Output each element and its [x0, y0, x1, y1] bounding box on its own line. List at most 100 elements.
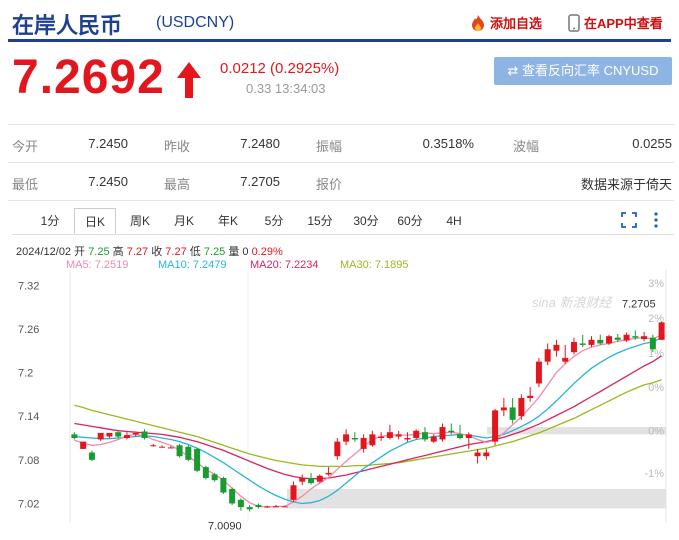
- candle-body: [141, 431, 148, 438]
- vol-info-value: 0: [242, 246, 249, 258]
- y-tick-label: 7.02: [18, 498, 39, 510]
- quote-label: 报价: [316, 177, 343, 192]
- pct-tick-label: 3%: [648, 278, 664, 290]
- more-icon[interactable]: [652, 212, 660, 228]
- candle-body: [483, 452, 490, 457]
- candle-body: [579, 343, 586, 345]
- close-info-label: 收: [151, 246, 163, 258]
- candle-body: [378, 436, 385, 438]
- tab-day[interactable]: 日K: [74, 208, 116, 234]
- candle-body: [413, 430, 420, 438]
- candle-body: [176, 445, 183, 457]
- low-info-value: 7.25: [203, 246, 226, 258]
- ma5-legend: MA5: 7.2519: [66, 259, 129, 271]
- prev-close-label: 昨收: [164, 139, 191, 154]
- tab-30min[interactable]: 30分: [353, 214, 379, 228]
- page-title: 在岸人民币: [12, 13, 123, 38]
- candle-body: [334, 441, 341, 457]
- candle-body: [272, 506, 279, 508]
- tab-week[interactable]: 周K: [129, 214, 150, 228]
- candle-body: [509, 407, 516, 420]
- candle-body: [386, 432, 393, 438]
- candle-body: [448, 430, 455, 433]
- candle-body: [457, 434, 464, 438]
- candle-body: [553, 344, 560, 351]
- amplitude-label: 振幅: [316, 139, 343, 154]
- vol-info-label: 量: [228, 246, 240, 258]
- stats-table: 今开 7.2450 昨收 7.2480 振幅 0.3518% 波幅 0.0255…: [8, 124, 674, 201]
- tab-1min[interactable]: 1分: [40, 214, 60, 228]
- candle-body: [658, 322, 665, 340]
- candle-body: [255, 504, 262, 508]
- pct-info-value: 0.29%: [251, 246, 283, 258]
- candle-body: [115, 432, 122, 437]
- high-info-value: 7.27: [126, 246, 149, 258]
- close-info-value: 7.27: [165, 246, 187, 258]
- high-value: 7.2705: [240, 174, 280, 189]
- fullscreen-icon[interactable]: [621, 212, 637, 228]
- tab-month[interactable]: 月K: [173, 214, 194, 228]
- ma30-legend: MA30: 7.1895: [340, 259, 409, 271]
- shaded-band: [487, 427, 666, 435]
- candle-body: [518, 398, 525, 417]
- candle-body: [299, 478, 306, 482]
- candle-body: [474, 452, 481, 457]
- candlestick-chart[interactable]: 7.32 7.26 7.2 7.14 7.08 7.02 3% 2% 1% 0% 0% -1% sina…: [0, 270, 679, 540]
- candle-body: [535, 361, 542, 384]
- candle-body: [606, 336, 613, 344]
- low-label: 最低: [12, 177, 39, 192]
- y-tick-label: 7.14: [18, 411, 39, 423]
- candle-body: [229, 488, 236, 504]
- tab-60min[interactable]: 60分: [397, 214, 423, 228]
- candle-body: [492, 410, 499, 442]
- tab-4h[interactable]: 4H: [446, 214, 462, 228]
- candle-body: [641, 336, 648, 340]
- candle-body: [597, 339, 604, 344]
- prev-close-value: 7.2480: [240, 136, 280, 151]
- open-info-value: 7.25: [88, 246, 110, 258]
- candle-body: [623, 334, 630, 341]
- tab-year[interactable]: 年K: [217, 214, 238, 228]
- data-source: 数据来源于倚天: [580, 177, 672, 192]
- pct-tick-label: 0%: [648, 426, 664, 438]
- pct-tick-label: 2%: [648, 313, 664, 325]
- y-tick-label: 7.32: [18, 280, 39, 292]
- candle-body: [80, 441, 87, 449]
- candle-info: 2024/12/02 开 7.25 高 7.27 收 7.27 低 7.25 量…: [16, 243, 283, 259]
- ma30-line: [74, 379, 662, 468]
- candle-body: [439, 427, 446, 440]
- tab-15min[interactable]: 15分: [307, 214, 333, 228]
- ma20-legend: MA20: 7.2234: [250, 259, 319, 271]
- candle-body: [500, 407, 507, 411]
- pct-tick-label: 0%: [648, 382, 664, 394]
- add-watch-button[interactable]: 添加自选: [470, 13, 542, 32]
- candle-body: [308, 478, 315, 484]
- candle-body: [264, 506, 271, 508]
- candle-date: 2024/12/02: [16, 246, 72, 258]
- page-header: 在岸人民币 (USDCNY) 添加自选 在APP中查看: [0, 0, 679, 44]
- y-tick-label: 7.26: [18, 324, 39, 336]
- watermark: sina 新浪财经: [532, 295, 613, 310]
- range-value: 0.0255: [632, 136, 672, 151]
- symbol-code: (USDCNY): [156, 14, 235, 31]
- candle-body: [343, 434, 350, 442]
- candle-body: [220, 478, 227, 493]
- candle-body: [649, 337, 656, 350]
- max-label: 7.2705: [622, 298, 656, 310]
- tab-5min[interactable]: 5分: [264, 214, 284, 228]
- candle-body: [185, 446, 192, 460]
- candle-body: [316, 475, 323, 482]
- high-label: 最高: [164, 177, 191, 192]
- price-change: 0.0212 (0.2925%): [220, 60, 340, 77]
- candle-body: [71, 434, 78, 438]
- candle-body: [97, 432, 104, 440]
- ma10-line: [74, 337, 662, 505]
- pct-tick-label: -1%: [644, 468, 664, 480]
- reverse-rate-button[interactable]: ⇄ 查看反向汇率 CNYUSD: [494, 57, 672, 85]
- candle-body: [351, 438, 358, 440]
- open-app-button[interactable]: 在APP中查看: [568, 13, 663, 32]
- candle-body: [159, 446, 166, 448]
- candle-body: [614, 337, 621, 340]
- high-info-label: 高: [112, 246, 124, 258]
- candle-body: [194, 448, 201, 471]
